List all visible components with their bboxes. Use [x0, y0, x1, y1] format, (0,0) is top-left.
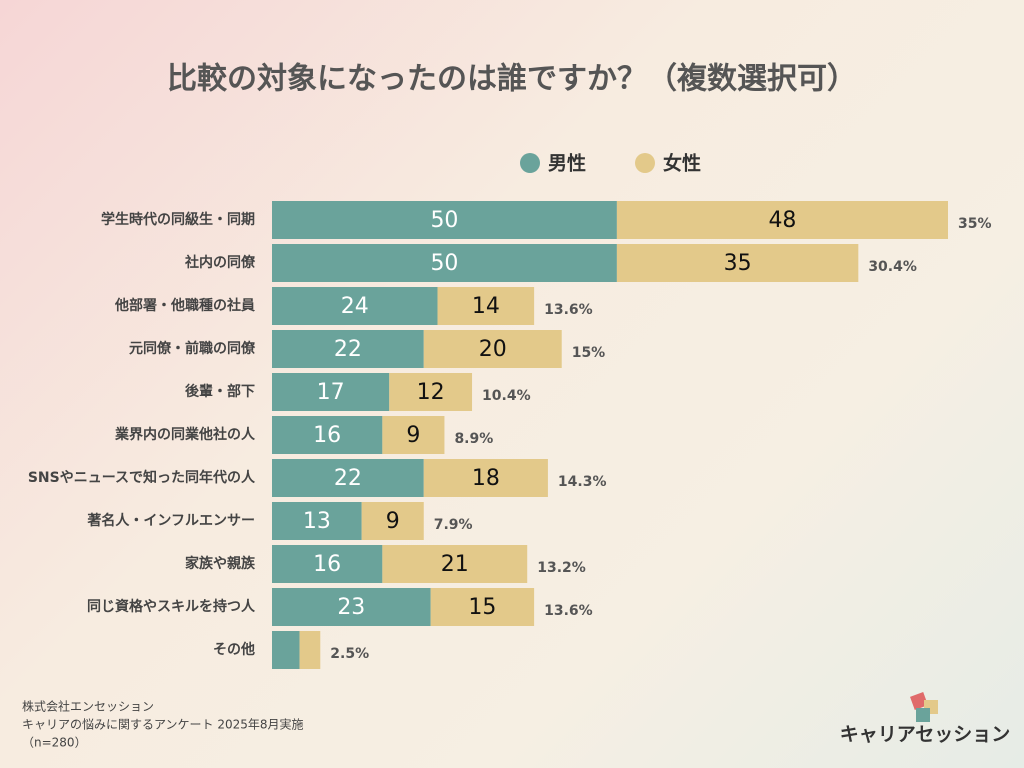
- legend-label: 女性: [663, 152, 701, 175]
- category-label: 社内の同僚: [184, 254, 256, 271]
- logo-text: キャリアセッション: [840, 724, 1011, 746]
- data-label: 17: [317, 380, 345, 405]
- bar-segment: [272, 244, 617, 282]
- logo-block: [910, 692, 928, 710]
- legend-label: 男性: [548, 152, 586, 175]
- bar-segment: [616, 244, 859, 282]
- total-label: 7.9%: [434, 517, 473, 533]
- total-label: 13.2%: [537, 560, 586, 576]
- data-label: 12: [417, 380, 445, 405]
- bar-segment: [272, 545, 383, 583]
- data-label: 9: [386, 509, 400, 534]
- bar-segment: [272, 287, 438, 325]
- bar-segment: [272, 416, 383, 454]
- bar-segment: [423, 330, 562, 368]
- bar-segment: [437, 287, 535, 325]
- bar-segment: [272, 459, 424, 497]
- bar-segment: [272, 330, 424, 368]
- category-label: 元同僚・前職の同僚: [129, 340, 256, 357]
- total-label: 30.4%: [868, 259, 917, 275]
- category-label: SNSやニュースで知った同年代の人: [28, 469, 256, 486]
- total-label: 10.4%: [482, 388, 531, 404]
- footer-text: 株式会社エンセッション: [22, 699, 154, 714]
- data-label: 13: [303, 509, 331, 534]
- category-label: 同じ資格やスキルを持つ人: [87, 598, 256, 615]
- data-label: 16: [313, 552, 341, 577]
- total-label: 8.9%: [454, 431, 493, 447]
- total-label: 35%: [958, 216, 992, 232]
- data-label: 50: [430, 251, 458, 276]
- bar-segment: [382, 416, 445, 454]
- bar-segment: [382, 545, 528, 583]
- chart-title: 比較の対象になったのは誰ですか？（複数選択可）: [167, 62, 857, 97]
- logo-block: [916, 708, 930, 722]
- category-label: 家族や親族: [185, 555, 256, 572]
- total-label: 13.6%: [544, 302, 593, 318]
- category-label: 学生時代の同級生・同期: [101, 211, 255, 228]
- data-label: 24: [341, 294, 369, 319]
- bar-segment: [272, 201, 617, 239]
- bar-segment: [272, 588, 431, 626]
- data-label: 35: [724, 251, 752, 276]
- footer-text: キャリアの悩みに関するアンケート 2025年8月実施: [22, 717, 304, 732]
- bar-segment: [423, 459, 548, 497]
- data-label: 20: [479, 337, 507, 362]
- bar-segment: [272, 502, 362, 540]
- data-label: 21: [441, 552, 469, 577]
- category-label: その他: [213, 641, 255, 658]
- data-label: 15: [468, 595, 496, 620]
- bar-segment: [299, 631, 321, 669]
- total-label: 14.3%: [558, 474, 607, 490]
- data-label: 22: [334, 337, 362, 362]
- data-label: 14: [472, 294, 500, 319]
- total-label: 13.6%: [544, 603, 593, 619]
- legend-marker: [520, 153, 540, 173]
- category-label: 他部署・他職種の社員: [114, 297, 255, 314]
- legend-marker: [635, 153, 655, 173]
- data-label: 48: [768, 208, 796, 233]
- bar-segment: [272, 373, 390, 411]
- category-label: 著名人・インフルエンサー: [86, 512, 255, 529]
- data-label: 22: [334, 466, 362, 491]
- footer-text: （n=280）: [22, 736, 87, 750]
- data-label: 16: [313, 423, 341, 448]
- data-label: 18: [472, 466, 500, 491]
- bar-segment: [272, 631, 300, 669]
- logo: キャリアセッション: [840, 692, 1011, 746]
- bar-segment: [361, 502, 424, 540]
- total-label: 15%: [572, 345, 606, 361]
- bar-segment: [389, 373, 473, 411]
- data-label: 23: [337, 595, 365, 620]
- category-label: 後輩・部下: [185, 383, 255, 400]
- data-label: 50: [430, 208, 458, 233]
- category-label: 業界内の同業他社の人: [114, 426, 256, 443]
- total-label: 2.5%: [330, 646, 369, 662]
- data-label: 9: [406, 423, 420, 448]
- bar-segment: [616, 201, 948, 239]
- bar-segment: [430, 588, 535, 626]
